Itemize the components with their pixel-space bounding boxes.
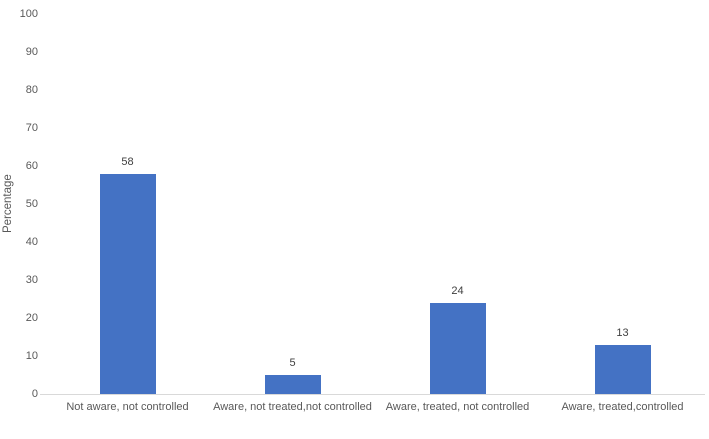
bar-column: 58	[45, 14, 210, 394]
y-axis-tick-labels: 0 10 20 30 40 50 60 70 80 90 100	[0, 8, 40, 400]
x-axis-category-label: Aware, not treated,not controlled	[213, 401, 372, 413]
y-tick-label: 40	[25, 236, 38, 248]
bar-column: 5	[210, 14, 375, 394]
bar-value-label: 24	[451, 284, 464, 297]
x-axis-category-labels: Not aware, not controlled Aware, not trea…	[45, 400, 705, 415]
x-axis-line	[40, 394, 705, 395]
y-tick-label: 80	[25, 84, 38, 96]
x-axis-category-label: Aware, treated, not controlled	[385, 401, 530, 413]
y-tick-label: 90	[25, 46, 38, 58]
bar	[264, 375, 321, 394]
y-tick-label: 10	[25, 350, 38, 362]
bar-value-label: 58	[121, 155, 134, 168]
plot-area: 58 5 24 13	[45, 14, 705, 394]
bar-column: 13	[540, 14, 705, 394]
y-tick-label: 70	[25, 122, 38, 134]
bar	[429, 302, 486, 394]
bar	[99, 173, 156, 394]
y-tick-label: 50	[25, 198, 38, 210]
bar-column: 24	[375, 14, 540, 394]
y-tick-label: 60	[25, 160, 38, 172]
bar	[594, 344, 651, 394]
y-tick-label: 0	[31, 388, 38, 400]
x-axis-category-label: Aware, treated,controlled	[561, 401, 684, 413]
bar-value-label: 13	[616, 326, 629, 339]
y-tick-label: 100	[19, 8, 38, 20]
y-tick-label: 20	[25, 312, 38, 324]
y-tick-label: 30	[25, 274, 38, 286]
x-axis-category-label: Not aware, not controlled	[66, 401, 189, 413]
bar-value-label: 5	[289, 357, 296, 369]
